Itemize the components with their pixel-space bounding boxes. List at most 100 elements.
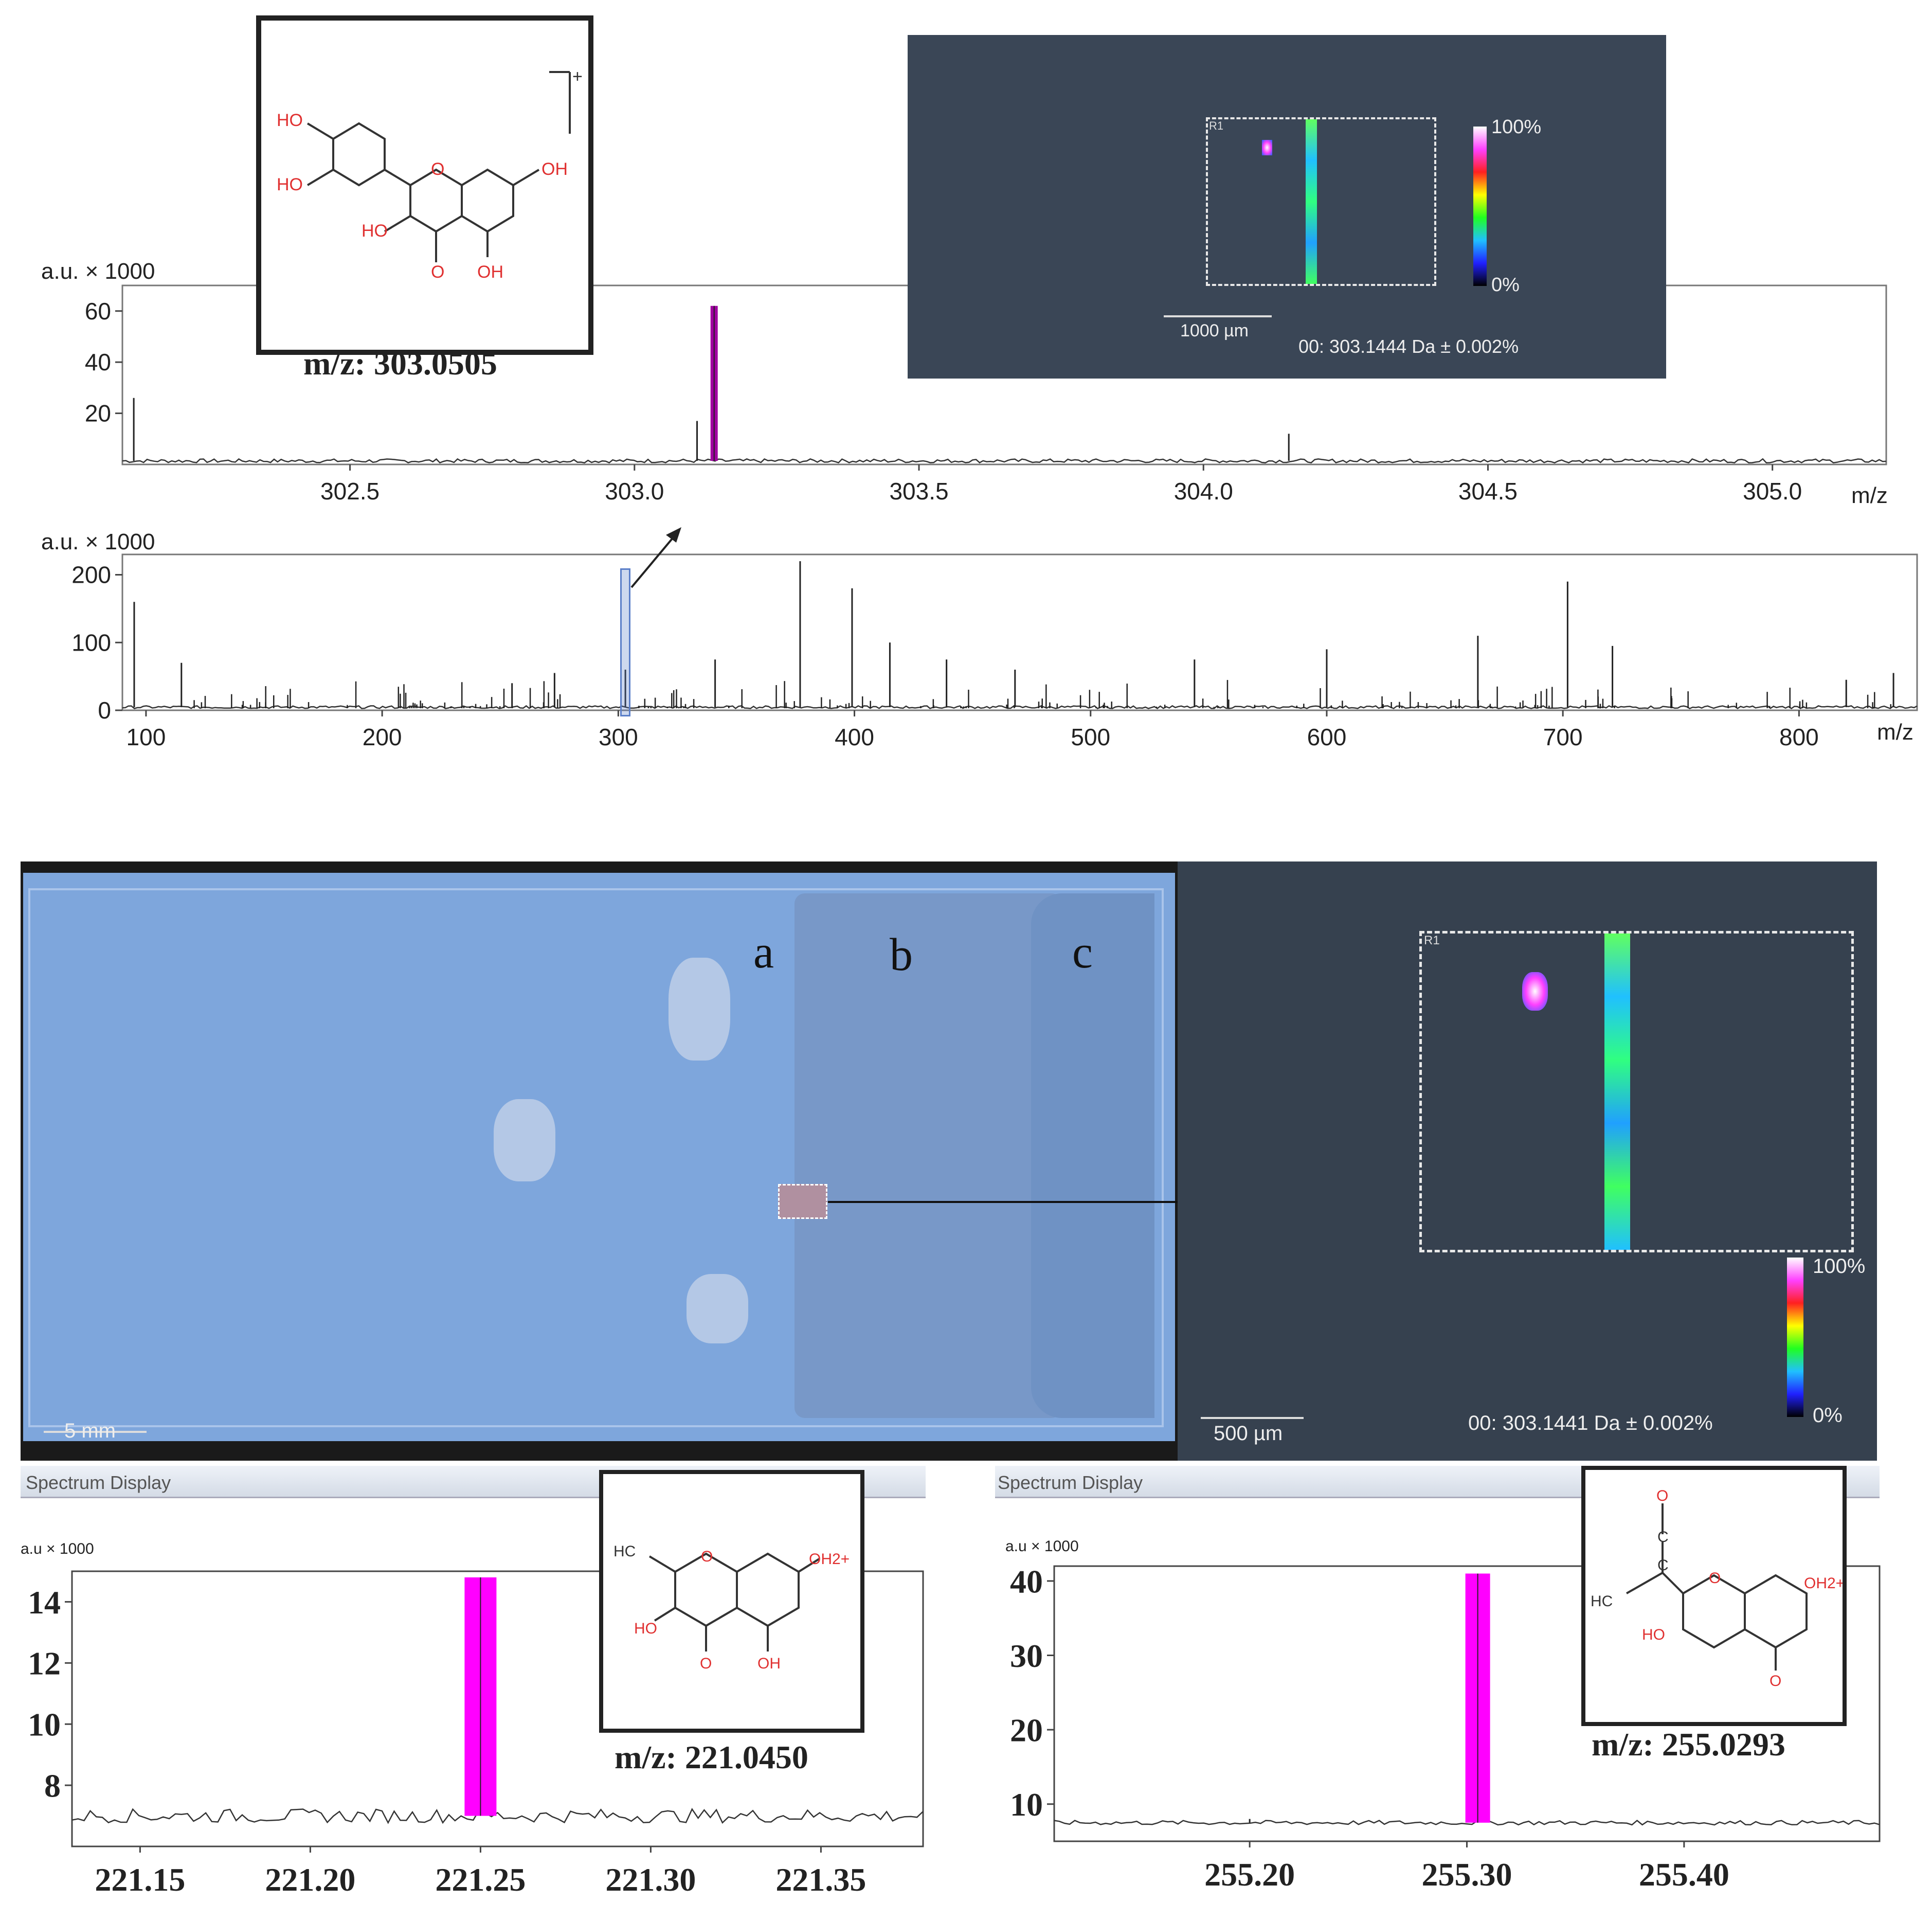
xtick-label: 300 [599, 724, 638, 750]
xtick-label: 221.25 [435, 1861, 526, 1898]
zoom-trace [122, 306, 1887, 464]
label-b: b [890, 929, 913, 980]
msi-top-cb-min: 0% [1491, 274, 1520, 296]
xtick-label: 304.0 [1174, 478, 1233, 505]
xtick-label: 221.15 [95, 1861, 185, 1898]
baseline-trace [1054, 1819, 1880, 1826]
msi-top-roi: R1 [1206, 117, 1436, 286]
ytick-label: 40 [1010, 1563, 1043, 1600]
zoom-yticks: 20 40 60 [85, 298, 122, 427]
baseline-trace [71, 1808, 924, 1824]
s2-trace [1054, 1573, 1880, 1826]
q-ho3: HO [362, 221, 388, 241]
s255-ring-o: O [1709, 1570, 1721, 1587]
zoom-xlabel: m/z [1851, 483, 1888, 508]
s1-xticks: 221.15 221.20 221.25 221.30 221.35 [95, 1846, 866, 1898]
ytick-label: 8 [44, 1768, 61, 1804]
xtick-label: 305.0 [1743, 478, 1802, 505]
label-a: a [753, 927, 774, 978]
msi-large-region-label: R1 [1424, 933, 1440, 947]
xtick-label: 302.5 [320, 478, 380, 505]
full-yticks: 0 100 200 [71, 562, 122, 724]
xtick-label: 800 [1779, 724, 1819, 750]
msi-large-cb-max: 100% [1813, 1255, 1866, 1278]
s221-o: O [700, 1655, 712, 1672]
ytick-label: 30 [1010, 1638, 1043, 1674]
msi-large-colorbar [1787, 1258, 1803, 1417]
s255-structure: O C C HC O OH2+ HO O [1591, 1487, 1843, 1690]
q-o1: O [431, 262, 444, 282]
q-ring-o: O [431, 159, 444, 179]
quercetin-structure-box: HO HO OH HO O OH O + [256, 15, 593, 355]
tlc-plate [23, 873, 1445, 1441]
photo-scalebar [44, 1431, 147, 1433]
s255-c1: C [1657, 1529, 1669, 1546]
s1-yticks: 8 10 12 14 [28, 1584, 72, 1804]
full-highlight-box [620, 568, 630, 716]
s221-ring-o: O [701, 1548, 713, 1565]
s221-oh: OH [757, 1655, 781, 1672]
msi-large-roi: R1 [1419, 931, 1854, 1252]
ytick-label: 20 [85, 400, 111, 427]
ytick-label: 60 [85, 298, 111, 325]
q-charge: + [572, 67, 583, 86]
spec2-ylabel: a.u × 1000 [1005, 1538, 1079, 1555]
spec1-title: Spectrum Display [26, 1472, 171, 1493]
msi-top-signal [1306, 119, 1317, 284]
s221-structure-box: HC O OH2+ HO O OH [599, 1470, 864, 1733]
msi-inset-top: R1 100% 0% 1000 µm 00: 303.1444 Da ± 0.0… [908, 35, 1666, 379]
s255-ho: HO [1642, 1626, 1665, 1643]
tlc-zone-c [1031, 893, 1154, 1418]
msi-top-scalebar-label: 1000 µm [1180, 321, 1249, 340]
s2-yticks: 10 20 30 40 [1010, 1563, 1054, 1823]
zoom-arrow [630, 533, 677, 588]
roi-arrow [828, 1201, 1445, 1203]
spot-3 [687, 1274, 748, 1343]
xtick-label: 303.5 [889, 478, 948, 505]
full-xlabel: m/z [1877, 720, 1913, 745]
s255-o: O [1770, 1673, 1781, 1690]
photo-scalebar-label: 5 mm [64, 1420, 116, 1442]
msi-top-mass-label: 00: 303.1444 Da ± 0.002% [1298, 336, 1519, 357]
label-c: c [1072, 927, 1093, 978]
s1-trace [71, 1577, 924, 1824]
msi-large-mass-label: 00: 303.1441 Da ± 0.002% [1468, 1412, 1713, 1434]
xtick-label: 255.30 [1422, 1856, 1512, 1893]
xtick-label: 700 [1543, 724, 1583, 750]
xtick-label: 304.5 [1458, 478, 1518, 505]
q-oh2: OH [477, 262, 503, 282]
s255-c2: C [1657, 1557, 1669, 1574]
s221-mz-label: m/z: 221.0450 [615, 1739, 808, 1775]
ytick-label: 20 [1010, 1712, 1043, 1749]
msi-large-scalebar [1201, 1417, 1304, 1419]
full-xticks: 100 200 300 400 500 600 700 800 [127, 710, 1819, 750]
q-oh1: OH [541, 159, 568, 179]
s255-oh2: OH2+ [1804, 1575, 1843, 1592]
full-ylabel: a.u. × 1000 [41, 529, 155, 554]
tlc-zone-b [795, 893, 1062, 1418]
msi-large: R1 100% 0% 500 µm 00: 303.1441 Da ± 0.00… [1178, 861, 1877, 1461]
xtick-label: 500 [1071, 724, 1110, 750]
zoom-xticks: 302.5 303.0 303.5 304.0 304.5 305.0 [320, 464, 1802, 505]
q-ho2: HO [277, 175, 303, 194]
xtick-label: 200 [363, 724, 402, 750]
s255-hc: HC [1591, 1593, 1613, 1610]
s255-o-top: O [1656, 1487, 1668, 1504]
s255-mz-label: m/z: 255.0293 [1592, 1726, 1785, 1763]
quercetin-mz-label: m/z: 303.0505 [303, 345, 497, 382]
spec1-ylabel: a.u × 1000 [21, 1540, 94, 1557]
msi-large-signal [1604, 933, 1630, 1250]
spot-2 [494, 1099, 555, 1181]
msi-large-hotspot [1522, 972, 1548, 1011]
msi-top-hotspot [1262, 140, 1272, 155]
baseline-trace [122, 705, 1918, 710]
xtick-label: 255.20 [1204, 1856, 1295, 1893]
full-trace [122, 561, 1918, 710]
tlc-plate-inner [28, 888, 1164, 1427]
ytick-label: 10 [28, 1707, 61, 1743]
msi-large-cb-min: 0% [1813, 1404, 1843, 1427]
q-ho1: HO [277, 111, 303, 130]
spec2-title: Spectrum Display [998, 1472, 1143, 1493]
zoom-ylabel: a.u. × 1000 [41, 259, 155, 284]
baseline-trace [122, 458, 1887, 464]
